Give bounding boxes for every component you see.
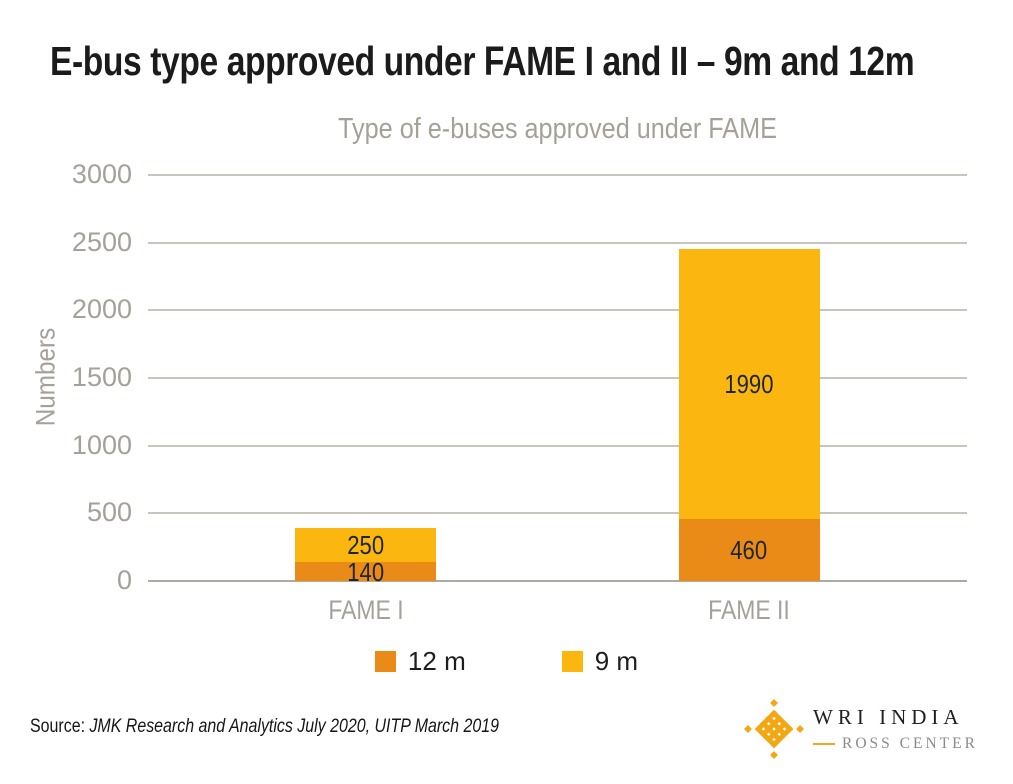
gridline-2000 bbox=[148, 309, 967, 312]
legend: 12 m 9 m bbox=[0, 646, 1013, 677]
y-tick-label-1000: 1000 bbox=[71, 429, 132, 460]
source-text: JMK Research and Analytics July 2020, UI… bbox=[89, 716, 499, 737]
legend-label: 9 m bbox=[594, 646, 639, 676]
gridline-1500 bbox=[148, 377, 967, 379]
y-tick-label-2000: 2000 bbox=[71, 294, 132, 325]
gridline-2500 bbox=[148, 241, 967, 244]
bar-segment-fame-ii-12m: 460 bbox=[678, 518, 820, 581]
legend-swatch-icon bbox=[374, 651, 396, 672]
wri-logo-text: WRI INDIA ROSS CENTER bbox=[813, 705, 978, 753]
plot-area: 0 500 1000 1500 2000 2500 3000 140 250 FAME I 460 1… bbox=[72, 159, 967, 625]
bar-segment-fame-i-9m: 250 bbox=[295, 528, 437, 563]
bar-segment-fame-ii-9m: 1990 bbox=[678, 249, 820, 519]
bar-value-label: 460 bbox=[730, 534, 768, 565]
x-tick-label-fame-i: FAME I bbox=[328, 595, 404, 625]
gridline-3000 bbox=[148, 174, 967, 176]
y-tick-label-2500: 2500 bbox=[71, 226, 132, 257]
gridline-500 bbox=[148, 512, 967, 515]
y-tick-label-500: 500 bbox=[86, 497, 132, 528]
logo-ross-center-label: ROSS CENTER bbox=[842, 735, 978, 752]
chart-title: Type of e-buses approved under FAME bbox=[338, 113, 777, 145]
bar-segment-fame-i-12m: 140 bbox=[295, 559, 437, 585]
legend-item-12m: 12 m bbox=[374, 646, 466, 677]
page-title: E-bus type approved under FAME I and II … bbox=[50, 38, 915, 84]
logo-dash bbox=[813, 743, 835, 745]
y-tick-label-0: 0 bbox=[116, 564, 132, 595]
gridline-1000 bbox=[148, 444, 967, 447]
wri-weave-icon bbox=[744, 699, 804, 759]
logo-wri-india-label: WRI INDIA bbox=[813, 705, 964, 729]
gridline-0 bbox=[148, 580, 967, 582]
legend-label: 12 m bbox=[407, 646, 466, 676]
legend-item-9m: 9 m bbox=[561, 646, 639, 677]
bar-value-label: 1990 bbox=[724, 369, 774, 400]
bar-value-label: 250 bbox=[347, 530, 385, 561]
wri-india-logo: WRI INDIA ROSS CENTER bbox=[743, 698, 978, 760]
bar-value-label: 140 bbox=[347, 556, 385, 587]
source-prefix: Source: bbox=[30, 716, 90, 737]
y-tick-label-3000: 3000 bbox=[71, 158, 132, 189]
y-tick-label-1500: 1500 bbox=[71, 361, 132, 392]
x-tick-label-fame-ii: FAME II bbox=[708, 595, 790, 625]
source-note: Source: JMK Research and Analytics July … bbox=[30, 716, 499, 738]
legend-swatch-icon bbox=[561, 651, 583, 672]
